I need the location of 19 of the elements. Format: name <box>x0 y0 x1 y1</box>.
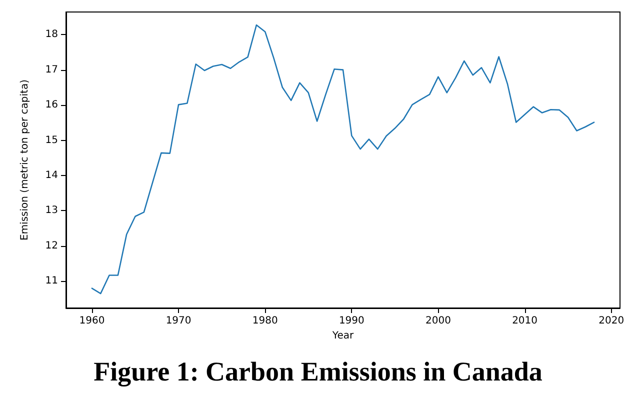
x-axis-title: Year <box>331 330 354 342</box>
y-tick-label: 11 <box>45 276 58 287</box>
x-tick-label: 2020 <box>598 316 624 326</box>
x-tick-label: 2000 <box>425 316 451 326</box>
x-tick-label: 1990 <box>338 316 364 326</box>
x-tick-label: 2010 <box>512 316 538 326</box>
y-tick-label: 18 <box>45 29 58 40</box>
x-tick-label: 1980 <box>252 316 278 326</box>
x-tick-label: 1960 <box>79 316 105 326</box>
line-series <box>91 24 595 294</box>
x-tick-label: 1970 <box>166 316 192 326</box>
text: Figure 1: Carbon Emissions in Canada <box>94 356 543 386</box>
y-tick-label: 14 <box>45 170 58 182</box>
y-axis-title: Emission (metric ton per capita) <box>20 79 30 241</box>
y-tick-label: 12 <box>45 240 58 252</box>
y-tick-label: 16 <box>45 100 58 111</box>
y-tick-label: 13 <box>45 205 58 216</box>
y-tick-label: 17 <box>45 64 58 76</box>
y-tick-label: 15 <box>45 134 58 146</box>
